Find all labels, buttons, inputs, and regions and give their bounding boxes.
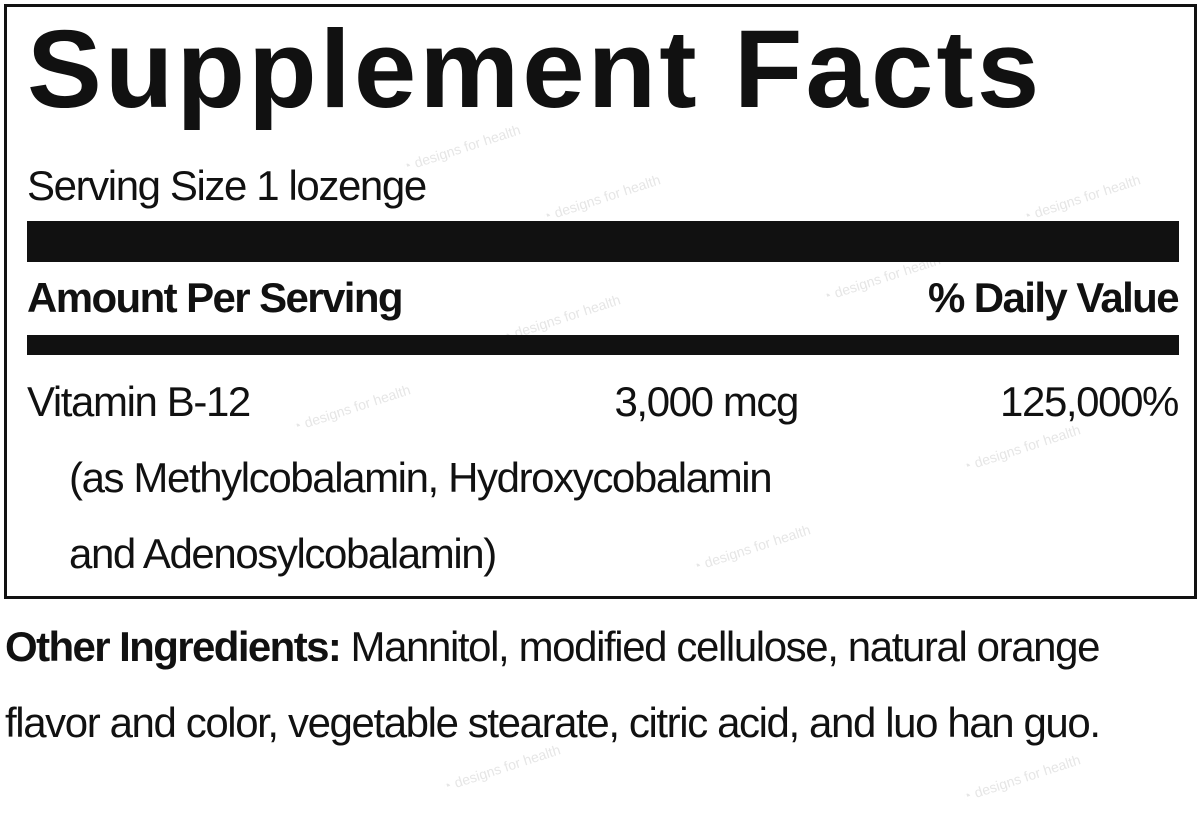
watermark: ◔ designs for health [440,741,563,795]
daily-value-header: % Daily Value [927,274,1180,321]
other-ingredients-label: Other Ingredients: [5,623,342,670]
medium-divider [27,335,1179,355]
other-ingredients-line-2: flavor and color, vegetable stearate, ci… [5,699,1101,746]
serving-size: Serving Size 1 lozenge [27,162,427,209]
watermark: ◔ designs for health [960,751,1083,805]
nutrient-detail: (as Methylcobalamin, Hydroxycobalamin [69,454,773,501]
other-ingredients-text: Mannitol, modified cellulose, natural or… [340,623,1101,670]
nutrient-detail: and Adenosylcobalamin) [69,530,497,577]
nutrient-daily-value: 125,000% [1000,378,1179,425]
amount-per-serving-header: Amount Per Serving [27,274,404,321]
other-ingredients-line-1: Other Ingredients: Mannitol, modified ce… [5,622,1101,672]
nutrient-amount: 3,000 mcg [614,378,799,425]
panel-title: Supplement Facts [27,8,1043,131]
nutrient-name: Vitamin B-12 [27,378,251,425]
supplement-facts-panel: Supplement Facts Serving Size 1 lozenge … [4,4,1197,599]
thick-divider [27,221,1179,262]
